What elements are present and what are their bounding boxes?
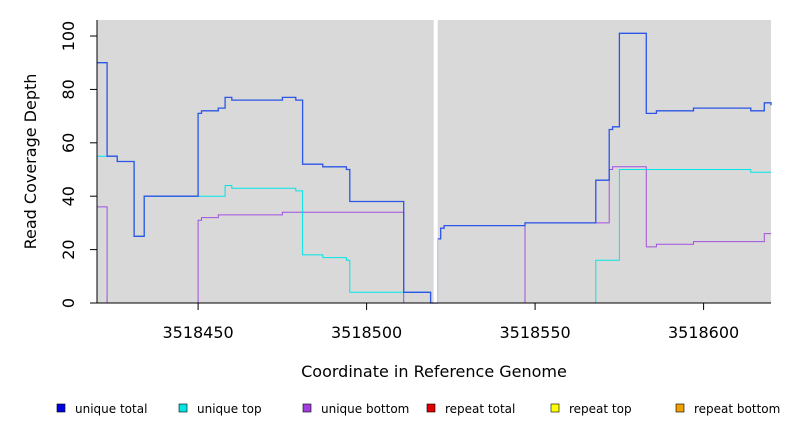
legend-swatch-unique-bottom <box>302 403 312 413</box>
y-tick-label: 20 <box>59 239 78 259</box>
legend-label-unique-top: unique top <box>197 402 262 416</box>
y-tick-label: 40 <box>59 186 78 206</box>
y-tick-label: 100 <box>59 21 78 52</box>
y-tick-label: 60 <box>59 133 78 153</box>
legend-label-repeat-bottom: repeat bottom <box>694 402 780 416</box>
legend-label-repeat-total: repeat total <box>445 402 515 416</box>
legend-label-unique-total: unique total <box>75 402 147 416</box>
legend-swatch-repeat-top <box>550 403 560 413</box>
legend-swatch-unique-total <box>56 403 66 413</box>
x-tick-label: 3518450 <box>162 323 233 342</box>
legend: unique total unique top unique bottom repea… <box>56 402 780 416</box>
x-tick-label: 3518500 <box>331 323 402 342</box>
y-tick-label: 80 <box>59 79 78 99</box>
y-axis-label: Read Coverage Depth <box>21 74 40 250</box>
axes-layer: 0 20 40 60 80 100 3518450 3518500 3518550 3518600 <box>59 20 771 342</box>
legend-label-repeat-top: repeat top <box>569 402 632 416</box>
legend-swatch-repeat-total <box>426 403 436 413</box>
legend-swatch-repeat-bottom <box>675 403 685 413</box>
x-tick-label: 3518600 <box>668 323 739 342</box>
x-axis-label: Coordinate in Reference Genome <box>301 362 567 381</box>
y-tick-label: 0 <box>59 298 78 308</box>
x-tick-label: 3518550 <box>499 323 570 342</box>
legend-swatch-unique-top <box>178 403 188 413</box>
legend-label-unique-bottom: unique bottom <box>321 402 409 416</box>
series-line-unique-total <box>97 32 772 304</box>
coverage-gap-marker <box>433 20 438 303</box>
